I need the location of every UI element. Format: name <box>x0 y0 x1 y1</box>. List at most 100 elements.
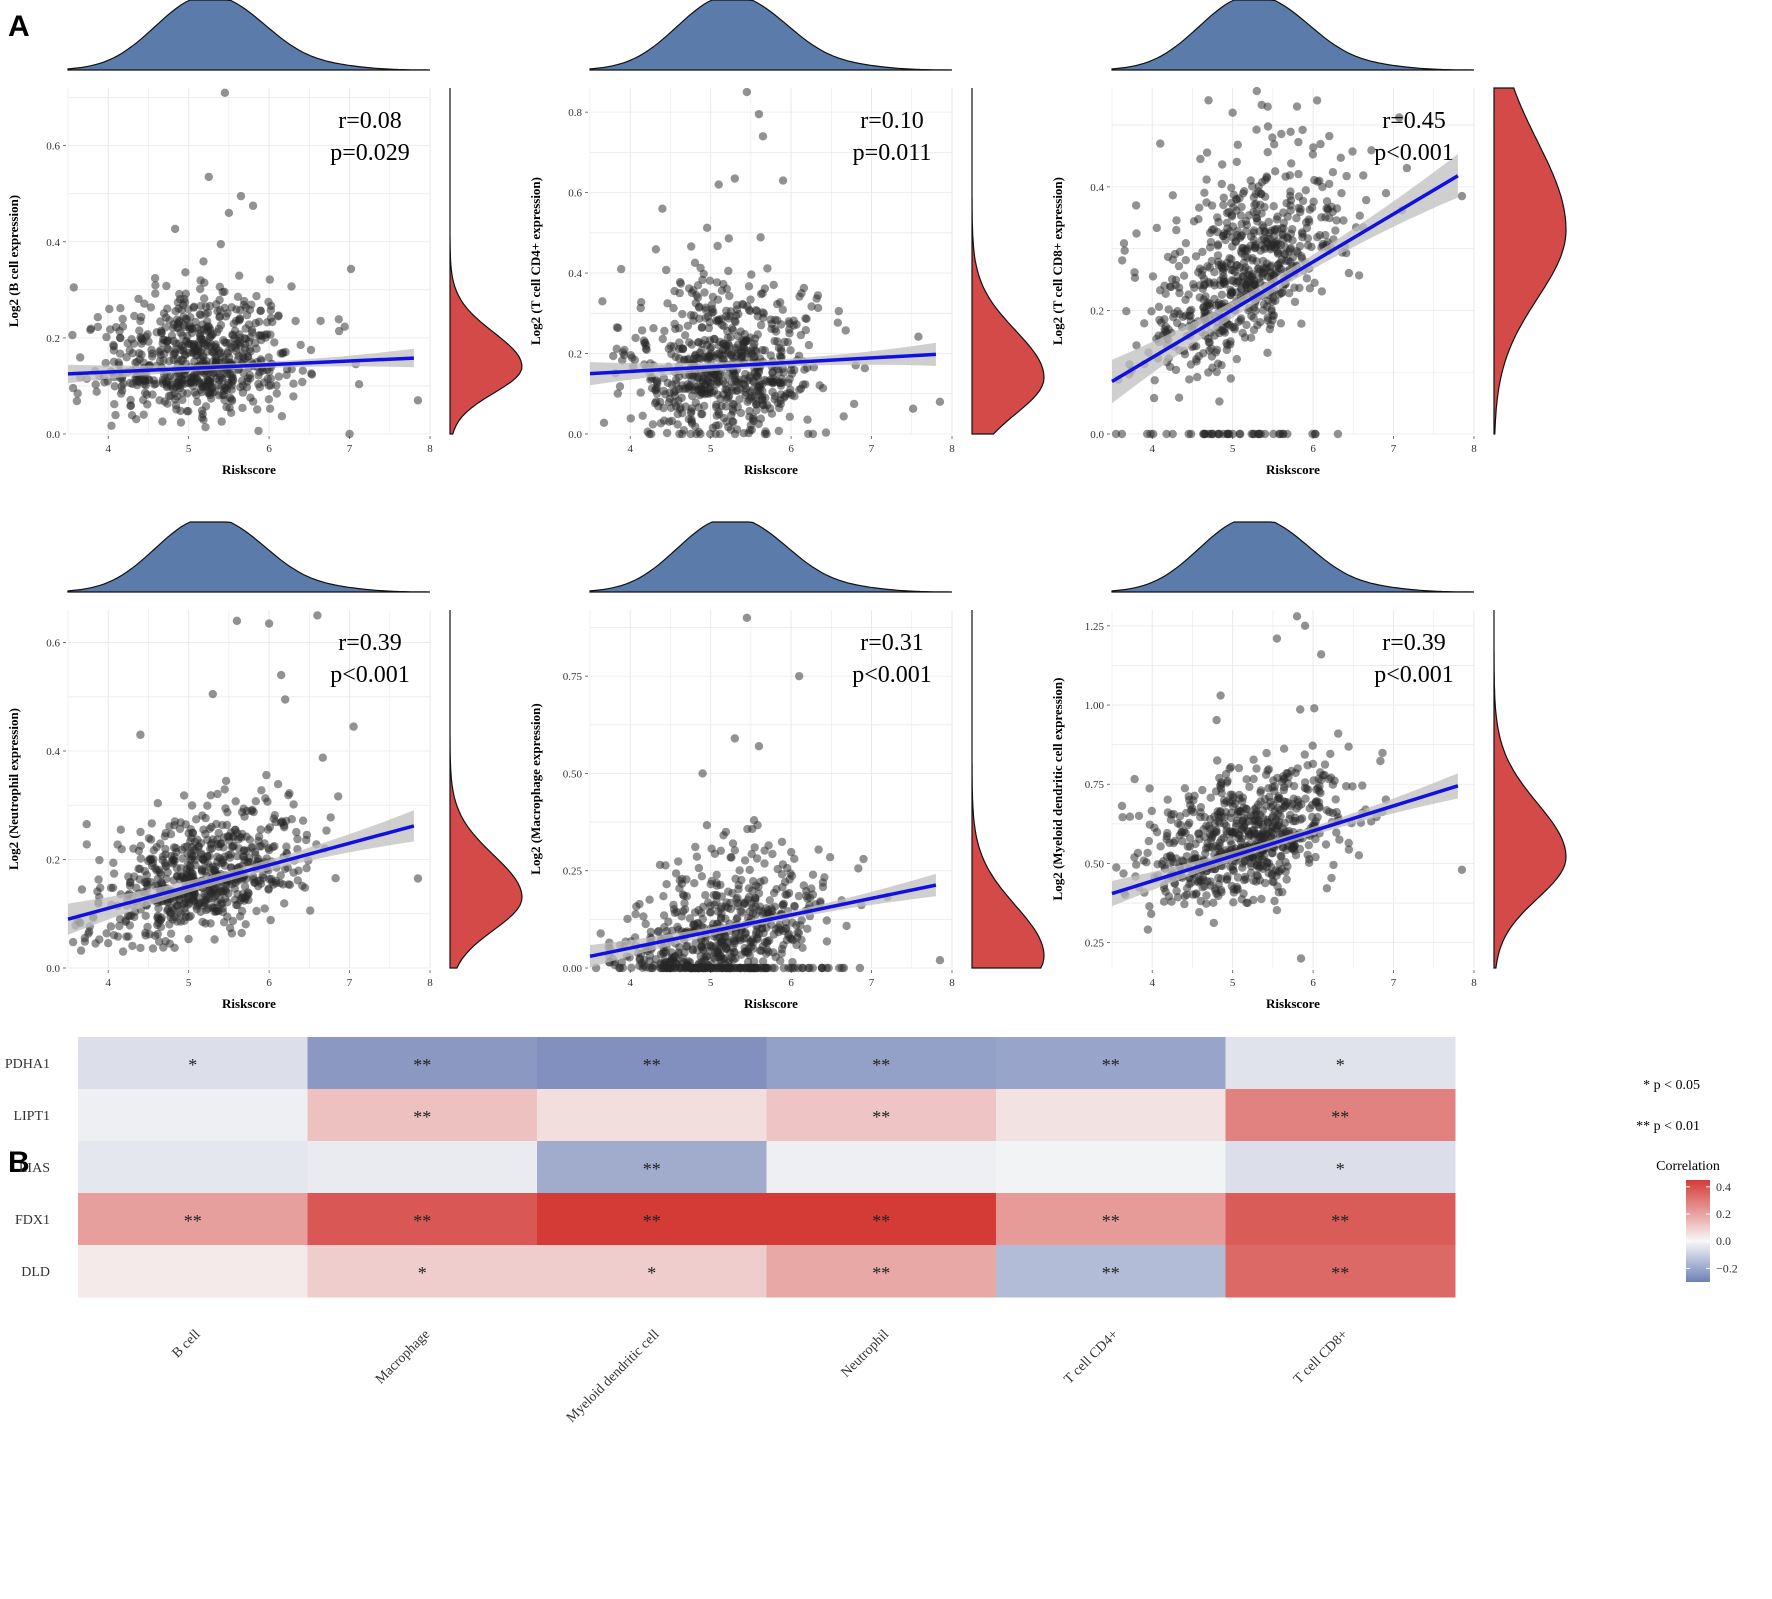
data-point <box>334 792 343 801</box>
y-tick-label: 0.75 <box>563 671 583 683</box>
data-point <box>177 845 187 854</box>
data-point <box>935 956 945 965</box>
data-point <box>756 320 766 330</box>
data-point <box>705 344 715 353</box>
heatmap-cell <box>307 1141 538 1194</box>
riskscore-density <box>589 0 953 71</box>
data-point <box>1215 773 1224 783</box>
data-point <box>1230 322 1239 332</box>
data-point <box>686 963 695 973</box>
data-point <box>126 878 135 888</box>
data-point <box>163 897 172 907</box>
data-point <box>1118 256 1127 265</box>
points <box>1111 86 1467 439</box>
y-tick-label: 0.0 <box>46 963 60 975</box>
x-axis-title: Riskscore <box>222 462 276 477</box>
data-point <box>639 336 649 345</box>
data-point <box>746 295 755 304</box>
data-point <box>671 963 680 973</box>
heatmap-cell <box>1225 1141 1456 1194</box>
data-point <box>694 863 704 873</box>
data-point <box>1232 230 1242 240</box>
data-point <box>1252 125 1261 134</box>
data-point <box>1268 133 1277 142</box>
data-point <box>126 401 135 411</box>
data-point <box>1315 803 1324 812</box>
data-point <box>118 947 128 956</box>
data-point <box>1309 776 1318 785</box>
x-tick-label: 5 <box>1230 977 1236 989</box>
data-point <box>1147 307 1156 316</box>
data-point <box>163 868 172 877</box>
data-point <box>815 381 824 390</box>
data-point <box>219 918 229 927</box>
data-point <box>770 963 779 973</box>
data-point <box>1196 154 1205 164</box>
data-point <box>1143 848 1152 858</box>
data-point <box>176 818 185 827</box>
heatmap-cell <box>766 1141 997 1194</box>
data-point <box>221 776 231 786</box>
data-point <box>162 337 172 346</box>
data-point <box>1271 824 1280 833</box>
data-point <box>613 389 622 398</box>
data-point <box>691 842 700 852</box>
y-axis-title: Log2 (Macrophage expression) <box>528 703 543 874</box>
data-point <box>76 946 86 955</box>
data-point <box>1217 290 1227 299</box>
y-tick-label: 0.25 <box>563 866 583 878</box>
column-label: Macrophage <box>373 1327 433 1387</box>
data-point <box>307 369 316 378</box>
data-point <box>1213 756 1222 765</box>
expression-density <box>449 610 523 969</box>
data-point <box>705 276 715 285</box>
data-point <box>1275 263 1284 273</box>
data-point <box>93 313 103 322</box>
data-point <box>660 326 669 336</box>
data-point <box>144 337 153 346</box>
data-point <box>731 929 740 938</box>
data-point <box>196 333 205 343</box>
data-point <box>206 791 215 800</box>
scatter-plot-3: 4 5 6 7 8 0.0 0.2 0.4 Riskscore Log2 (T cell CD8+… <box>1050 0 1567 477</box>
significance-mark: ** <box>643 1055 661 1075</box>
data-point <box>762 429 771 439</box>
data-point <box>1276 812 1285 821</box>
data-point <box>726 425 736 434</box>
data-point <box>833 318 842 327</box>
data-point <box>662 428 672 438</box>
data-point <box>709 890 719 900</box>
data-point <box>1231 822 1241 831</box>
data-point <box>1144 836 1154 846</box>
data-point <box>94 875 103 884</box>
data-point <box>183 860 192 870</box>
data-point <box>1163 795 1172 804</box>
data-point <box>143 330 152 339</box>
data-point <box>225 353 234 362</box>
data-point <box>763 936 772 946</box>
data-point <box>227 303 236 312</box>
data-point <box>1238 859 1248 868</box>
data-point <box>252 291 261 301</box>
data-point <box>775 920 784 929</box>
y-tick-label: 0.2 <box>46 855 60 867</box>
data-point <box>1216 847 1225 856</box>
data-point <box>1217 361 1226 370</box>
data-point <box>1303 850 1312 860</box>
data-point <box>289 800 298 809</box>
scatter-plot-2: 4 5 6 7 8 0.0 0.2 0.4 0.6 0.8 Riskscore Log2 (T cel… <box>528 0 1045 477</box>
data-point <box>150 931 160 940</box>
data-point <box>1130 273 1140 282</box>
data-point <box>1292 214 1301 223</box>
data-point <box>744 282 754 291</box>
data-point <box>654 402 663 411</box>
data-point <box>697 943 707 952</box>
data-point <box>1376 756 1385 766</box>
y-tick-label: 0.00 <box>563 963 583 975</box>
data-point <box>1199 875 1208 885</box>
data-point <box>166 929 176 938</box>
data-point <box>673 420 682 429</box>
data-point <box>1243 278 1253 287</box>
x-tick-label: 4 <box>1149 443 1155 455</box>
data-point <box>1305 284 1315 293</box>
